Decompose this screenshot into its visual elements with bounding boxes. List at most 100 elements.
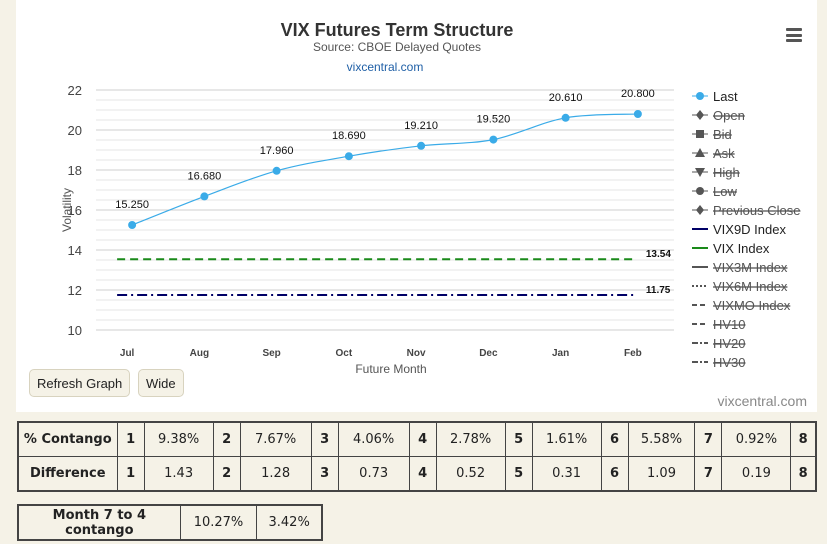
last-data-point [417, 141, 426, 150]
month-index-cell: 5 [504, 456, 533, 492]
contango-row: Difference 1 1.43 2 1.28 3 0.73 4 0.52 5 0.31 6 1.09… [17, 456, 817, 492]
vix9d-index-label: 11.75 [646, 285, 671, 296]
legend-marker [696, 92, 704, 100]
refresh-graph-button[interactable]: Refresh Graph [29, 369, 131, 397]
legend-item[interactable]: Ask [713, 146, 735, 161]
value-cell: 1.28 [239, 456, 312, 492]
y-axis-label: Volatility [60, 188, 74, 232]
legend-item[interactable]: Last [713, 89, 738, 104]
y-tick-label: 16 [68, 203, 82, 218]
legend-item[interactable]: HV30 [713, 355, 746, 370]
legend-item[interactable]: High [713, 165, 740, 180]
last-data-label: 19.210 [404, 120, 438, 132]
legend-item[interactable]: HV10 [713, 317, 746, 332]
last-data-point [489, 135, 498, 144]
legend-marker [696, 110, 704, 120]
last-data-label: 17.960 [260, 145, 294, 157]
value-cell: 7.67% [239, 421, 312, 457]
credit-top[interactable]: vixcentral.com [347, 60, 424, 74]
credit-bottom[interactable]: vixcentral.com [717, 393, 807, 409]
month-index-cell: 5 [504, 421, 533, 457]
value-cell: 2.78% [435, 421, 506, 457]
value-cell: 0.52 [435, 456, 506, 492]
month-contango-value: 3.42% [256, 504, 323, 541]
legend-marker [696, 205, 704, 215]
value-cell: 1.43 [143, 456, 214, 492]
last-data-point [128, 221, 137, 229]
value-cell: 9.38% [143, 421, 214, 457]
x-tick-label: Aug [190, 348, 209, 359]
legend-item[interactable]: VIX6M Index [713, 279, 788, 294]
value-cell: 0.19 [721, 456, 792, 492]
legend-item[interactable]: Low [713, 184, 737, 199]
chart-panel: VIX Futures Term Structure Source: CBOE D… [16, 0, 817, 412]
x-axis-label: Future Month [355, 362, 426, 376]
month-index-cell: 8 [790, 421, 817, 457]
legend-item[interactable]: VIX9D Index [713, 222, 786, 237]
chart-title: VIX Futures Term Structure [281, 20, 514, 40]
legend-item[interactable]: Open [713, 108, 745, 123]
legend-item[interactable]: HV20 [713, 336, 746, 351]
month-contango-value: 10.27% [179, 504, 258, 541]
month-index-cell: 7 [694, 456, 723, 492]
x-tick-label: Jul [120, 348, 135, 359]
month-index-cell: 1 [116, 421, 145, 457]
legend-item[interactable]: VIX3M Index [713, 260, 788, 275]
legend-marker [695, 168, 705, 177]
month-index-cell: 6 [600, 421, 629, 457]
row-header: % Contango [17, 421, 118, 457]
month-index-cell: 6 [600, 456, 629, 492]
month-index-cell: 4 [408, 421, 437, 457]
last-data-point [633, 110, 642, 118]
value-cell: 0.73 [337, 456, 410, 492]
legend-item[interactable]: VIX Index [713, 241, 770, 256]
x-tick-label: Sep [262, 348, 280, 359]
legend-marker [696, 187, 704, 195]
month-contango-table: Month 7 to 4 contango 10.27% 3.42% [17, 504, 323, 541]
value-cell: 0.92% [721, 421, 792, 457]
y-tick-label: 10 [68, 323, 82, 338]
x-tick-label: Oct [336, 348, 353, 359]
last-data-point [200, 192, 209, 201]
last-data-label: 16.680 [188, 170, 222, 182]
month-index-cell: 2 [212, 456, 241, 492]
value-cell: 5.58% [627, 421, 696, 457]
legend-item[interactable]: VIXMO Index [713, 298, 791, 313]
hamburger-menu-icon[interactable] [786, 28, 802, 42]
last-series-line [131, 113, 638, 226]
y-tick-label: 20 [68, 123, 82, 138]
month-index-cell: 1 [116, 456, 145, 492]
y-tick-label: 18 [68, 163, 82, 178]
value-cell: 1.61% [531, 421, 602, 457]
x-tick-label: Jan [552, 348, 569, 359]
last-data-point [272, 166, 281, 175]
x-tick-label: Dec [479, 348, 498, 359]
last-data-label: 15.250 [115, 199, 149, 211]
row-header: Difference [17, 456, 118, 492]
last-data-point [561, 113, 570, 122]
contango-row: % Contango 1 9.38% 2 7.67% 3 4.06% 4 2.78% 5 1.61%… [17, 421, 817, 457]
legend-marker [695, 148, 705, 157]
value-cell: 0.31 [531, 456, 602, 492]
month-index-cell: 7 [694, 421, 723, 457]
y-tick-label: 14 [68, 243, 82, 258]
last-data-label: 20.800 [621, 88, 655, 100]
month-index-cell: 3 [310, 456, 339, 492]
month-index-cell: 8 [790, 456, 817, 492]
y-tick-label: 12 [68, 283, 82, 298]
last-data-point [344, 152, 353, 161]
legend-item[interactable]: Previous Close [713, 203, 800, 218]
legend-marker [696, 130, 704, 138]
y-tick-label: 22 [68, 83, 82, 98]
vix-index-label: 13.54 [646, 249, 671, 260]
last-data-label: 20.610 [549, 92, 583, 104]
legend-item[interactable]: Bid [713, 127, 732, 142]
x-tick-label: Feb [624, 348, 642, 359]
month-index-cell: 2 [212, 421, 241, 457]
value-cell: 4.06% [337, 421, 410, 457]
last-data-label: 19.520 [477, 114, 511, 126]
wide-button[interactable]: Wide [138, 369, 184, 397]
contango-table: % Contango 1 9.38% 2 7.67% 3 4.06% 4 2.78% 5 1.61%… [17, 421, 817, 492]
month-contango-label: Month 7 to 4 contango [17, 504, 181, 541]
